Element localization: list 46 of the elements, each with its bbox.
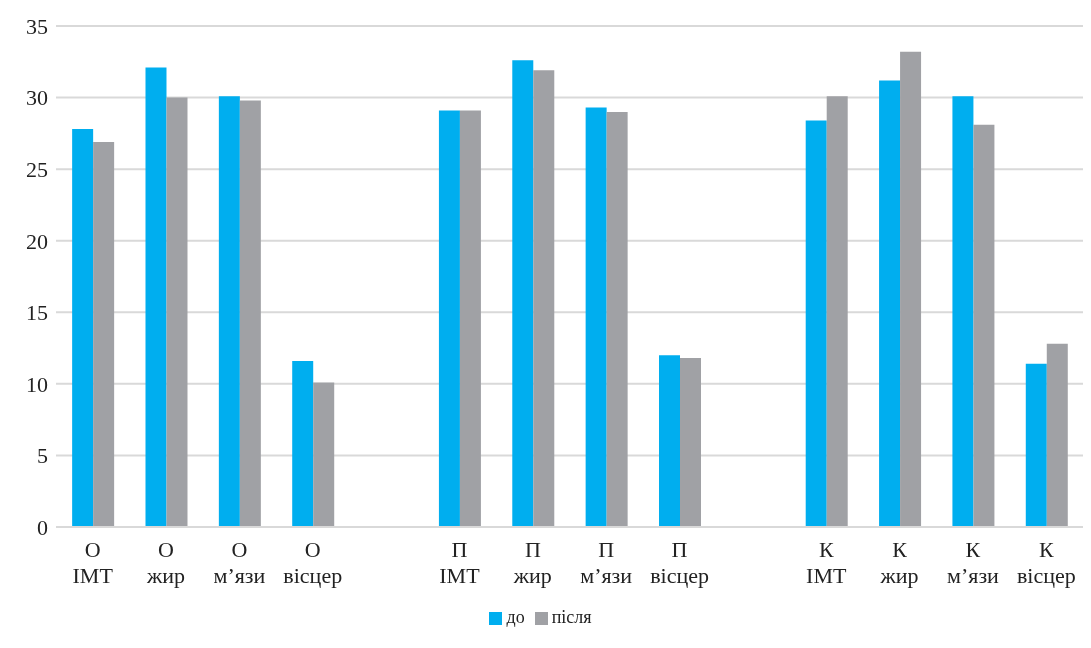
y-tick-label: 35	[26, 13, 48, 39]
bar	[826, 96, 848, 527]
bar	[585, 107, 607, 527]
y-tick-label: 10	[26, 371, 48, 397]
y-tick-label: 25	[26, 156, 48, 182]
bar	[879, 80, 901, 527]
bar	[459, 110, 481, 527]
bar	[239, 100, 261, 527]
y-tick-label: 0	[37, 514, 48, 540]
x-tick-label: К м’язи	[947, 537, 1000, 588]
bar	[72, 129, 94, 527]
y-tick-label: 15	[26, 300, 48, 326]
bar	[93, 141, 115, 527]
y-tick-label: 20	[26, 228, 48, 254]
x-tick-label: П жир	[512, 537, 552, 588]
bar	[1046, 343, 1068, 527]
x-tick-label: П ІМТ	[439, 537, 481, 588]
x-tick-label: О вісцер	[283, 537, 343, 588]
bar	[313, 382, 335, 527]
x-tick-label: К ІМТ	[806, 537, 847, 588]
x-tick-label: О ІМТ	[72, 537, 114, 588]
bar	[606, 111, 628, 527]
x-tick-label: О жир	[146, 537, 186, 588]
x-tick-label: О м’язи	[213, 537, 266, 588]
bar	[659, 355, 680, 527]
legend-label: після	[551, 607, 592, 627]
legend-label: до	[506, 607, 525, 627]
y-tick-label: 30	[26, 85, 48, 111]
bar	[292, 360, 314, 527]
x-tick-label: П м’язи	[580, 537, 633, 588]
bar	[166, 97, 188, 527]
x-tick-label: К вісцер	[1016, 537, 1076, 588]
bar	[973, 124, 995, 527]
bar	[952, 96, 974, 527]
bar	[218, 96, 240, 527]
y-tick-label: 5	[37, 443, 48, 469]
bar	[438, 110, 460, 527]
bar	[680, 358, 701, 527]
bar	[900, 51, 922, 527]
x-tick-label: П вісцер	[650, 537, 709, 588]
bar	[1025, 363, 1047, 527]
bar	[533, 70, 555, 527]
bar	[145, 67, 167, 527]
bar	[805, 120, 827, 527]
bar	[512, 60, 534, 527]
x-tick-label: К жир	[879, 537, 919, 588]
